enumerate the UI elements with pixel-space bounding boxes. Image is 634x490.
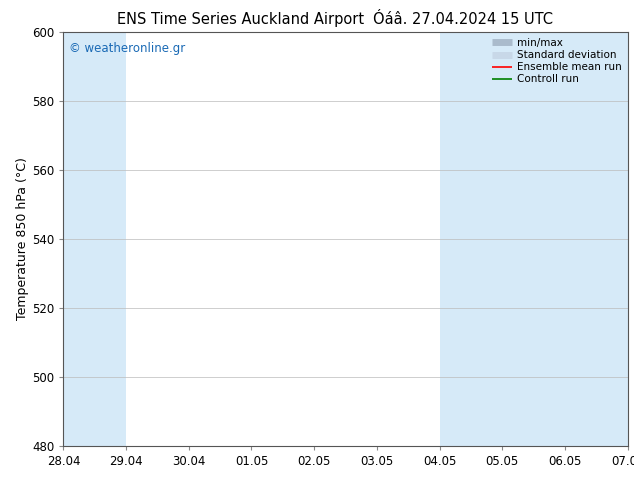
Text: ENS Time Series Auckland Airport: ENS Time Series Auckland Airport bbox=[117, 12, 365, 27]
Bar bbox=[565, 32, 628, 446]
Bar bbox=[63, 32, 126, 446]
Legend: min/max, Standard deviation, Ensemble mean run, Controll run: min/max, Standard deviation, Ensemble me… bbox=[488, 34, 626, 89]
Y-axis label: Temperature 850 hPa (°C): Temperature 850 hPa (°C) bbox=[16, 157, 29, 320]
Bar bbox=[439, 32, 565, 446]
Text: Óáâ. 27.04.2024 15 UTC: Óáâ. 27.04.2024 15 UTC bbox=[373, 12, 553, 27]
Text: © weatheronline.gr: © weatheronline.gr bbox=[69, 42, 185, 55]
